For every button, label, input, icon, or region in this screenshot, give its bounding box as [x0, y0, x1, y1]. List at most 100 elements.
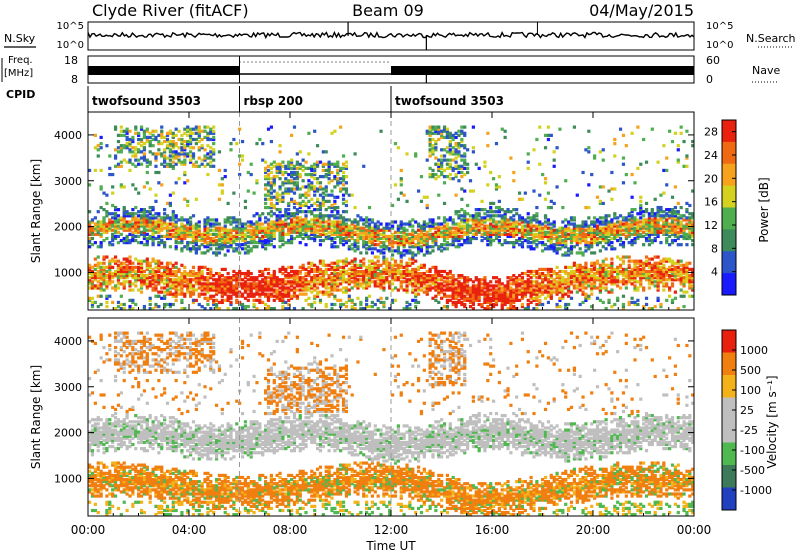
- power-cell: [451, 236, 455, 241]
- power-cell: [134, 216, 138, 220]
- power-cell: [307, 269, 311, 274]
- power-cell: [411, 236, 415, 241]
- power-cell: [238, 245, 242, 249]
- power-cell: [454, 282, 458, 286]
- power-cell: [278, 230, 282, 234]
- power-cell: [532, 214, 536, 218]
- power-cell: [203, 129, 207, 133]
- power-cell: [128, 144, 132, 148]
- power-cell: [246, 278, 250, 282]
- power-cell: [575, 251, 579, 255]
- power-cell: [416, 300, 421, 305]
- power-cell: [310, 210, 314, 214]
- power-cell: [330, 205, 334, 210]
- power-cell: [497, 230, 501, 234]
- power-cell: [139, 274, 144, 278]
- power-cell: [414, 234, 418, 239]
- power-cell: [419, 230, 424, 234]
- power-cell: [509, 222, 513, 226]
- power-cell: [463, 131, 467, 135]
- power-cell: [232, 269, 236, 274]
- power-cell: [278, 282, 282, 286]
- power-cell: [99, 288, 103, 292]
- power-cell: [365, 274, 369, 278]
- power-cell: [88, 263, 92, 267]
- power-cell: [431, 131, 435, 135]
- power-cell: [174, 290, 178, 294]
- power-cell: [327, 177, 331, 181]
- power-cell: [200, 276, 204, 280]
- power-cell: [535, 288, 539, 292]
- power-cell: [148, 162, 152, 166]
- power-cell: [555, 302, 559, 307]
- power-cell: [168, 131, 172, 135]
- power-cell: [350, 247, 354, 251]
- power-cell: [512, 282, 516, 286]
- power-cell: [546, 290, 551, 294]
- power-cell: [503, 292, 507, 296]
- power-cell: [183, 158, 187, 162]
- power-cell: [220, 238, 224, 243]
- power-cell: [119, 276, 123, 280]
- power-cell: [448, 131, 452, 135]
- power-cell: [275, 195, 279, 199]
- power-cell: [142, 276, 147, 280]
- power-cell: [543, 243, 548, 247]
- power-cell: [535, 284, 539, 288]
- power-cell: [113, 261, 118, 265]
- power-cell: [434, 288, 438, 292]
- power-cell: [171, 139, 175, 144]
- power-cell: [350, 307, 354, 311]
- power-cell: [567, 284, 571, 288]
- power-cell: [243, 236, 248, 241]
- power-cell: [457, 164, 461, 168]
- power-cell: [99, 271, 103, 276]
- power-cell: [489, 201, 493, 206]
- power-cell: [217, 243, 222, 247]
- power-cell: [255, 282, 259, 286]
- power-cell: [382, 236, 386, 241]
- power-cell: [538, 298, 542, 302]
- power-cell: [318, 267, 323, 272]
- power-cell: [180, 139, 184, 144]
- power-cell: [327, 236, 331, 241]
- power-cell: [284, 177, 288, 181]
- power-cell: [477, 292, 481, 296]
- power-cell: [414, 245, 418, 249]
- power-cell: [405, 269, 409, 274]
- power-cell: [442, 284, 447, 288]
- power-cell: [373, 282, 377, 286]
- power-cell: [365, 265, 369, 269]
- power-cell: [116, 304, 121, 309]
- power-cell: [292, 269, 297, 274]
- power-cell: [451, 276, 455, 280]
- power-cell: [168, 164, 172, 168]
- power-cell: [102, 218, 106, 222]
- power-cell: [362, 257, 366, 261]
- power-cell: [128, 288, 132, 292]
- power-cell: [295, 282, 299, 286]
- power-cell: [442, 168, 447, 173]
- power-cell: [235, 247, 239, 251]
- power-cell: [96, 230, 100, 234]
- power-cell: [359, 302, 363, 307]
- power-cell: [122, 238, 126, 243]
- power-cell: [561, 226, 565, 230]
- power-cell: [272, 232, 276, 236]
- power-cell: [128, 298, 132, 302]
- power-cell: [134, 265, 138, 269]
- power-cell: [206, 230, 210, 234]
- power-cell: [454, 290, 458, 294]
- power-cell: [448, 133, 452, 137]
- power-cell: [546, 125, 551, 129]
- power-cell: [148, 131, 152, 135]
- power-cell: [160, 129, 164, 133]
- power-cell: [105, 201, 109, 206]
- power-cell: [474, 298, 478, 302]
- power-cell: [235, 232, 239, 236]
- power-cell: [414, 278, 418, 282]
- power-cell: [396, 236, 400, 241]
- power-cell: [189, 284, 193, 288]
- power-cell: [209, 154, 213, 158]
- power-cell: [128, 282, 132, 286]
